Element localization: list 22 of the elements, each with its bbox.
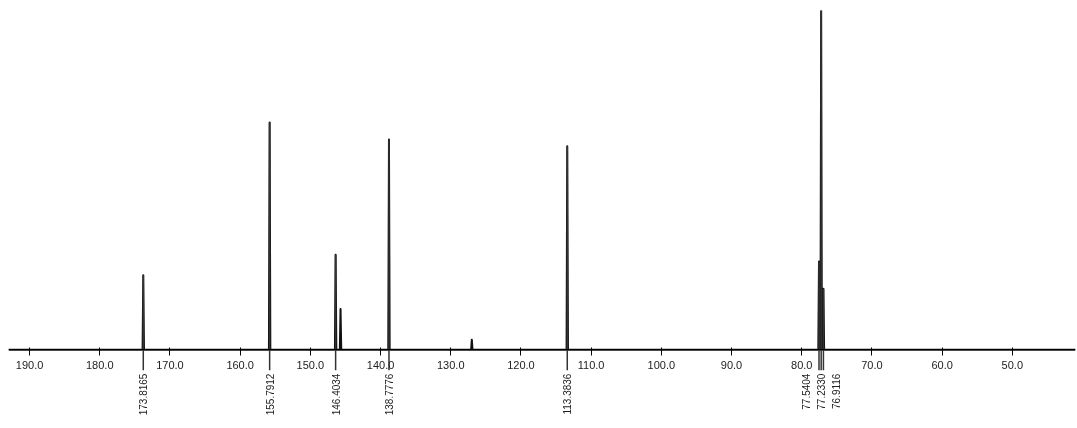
x-tick-label: 170.0: [156, 358, 184, 371]
annotation: 138.7776: [383, 373, 395, 416]
x-tick-label: 180.0: [85, 358, 114, 371]
annotation: 77.2330: [816, 373, 828, 410]
x-tick-label: 50.0: [1001, 358, 1024, 371]
x-tick-label: 130.0: [436, 358, 465, 371]
annotation: 173.8165: [138, 373, 150, 416]
annotation: 77.5404: [801, 373, 812, 410]
x-tick-label: 70.0: [861, 358, 883, 371]
x-tick-label: 190.0: [15, 358, 44, 371]
x-tick-label: 150.0: [296, 358, 325, 371]
x-tick-label: 100.0: [647, 358, 676, 371]
x-tick-label: 80.0: [791, 358, 813, 371]
annotation: 76.9116: [831, 373, 843, 409]
x-tick-label: 160.0: [226, 358, 254, 371]
annotation: 113.3836: [562, 373, 574, 415]
x-tick-label: 120.0: [507, 358, 535, 371]
x-tick-label: 90.0: [720, 358, 743, 371]
x-tick-label: 110.0: [577, 358, 605, 371]
annotation: 155.7912: [264, 373, 276, 416]
annotation: 146.4034: [330, 373, 342, 416]
x-tick-label: 60.0: [931, 358, 953, 371]
